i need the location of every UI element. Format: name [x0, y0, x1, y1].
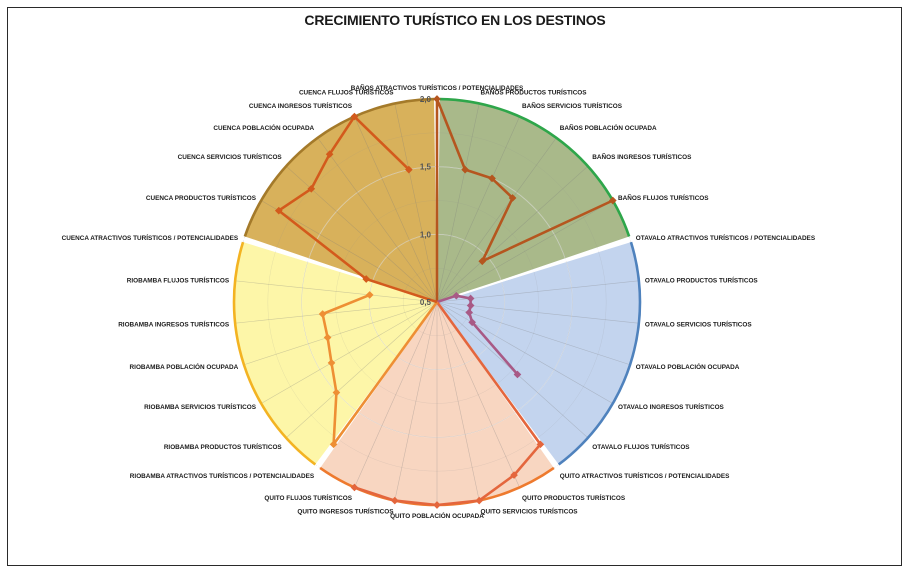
- data-point-cuenca-1: [362, 275, 371, 283]
- radial-spoke: [436, 301, 520, 488]
- axis-label: CUENCA SERVICIOS TURÍSTICOS: [178, 152, 283, 161]
- data-point-baños-4: [508, 194, 517, 202]
- axis-label: QUITO POBLACIÓN OCUPADA: [390, 511, 484, 520]
- data-point-riobamba-4: [323, 333, 332, 342]
- radial-spoke: [317, 137, 438, 303]
- axis-label: BAÑOS POBLACIÓN OCUPADA: [560, 123, 657, 132]
- axis-label: RIOBAMBA FLUJOS TURÍSTICOS: [127, 276, 230, 285]
- radial-spoke: [354, 301, 438, 488]
- axis-label: CUENCA POBLACIÓN OCUPADA: [213, 123, 314, 132]
- data-point-quito-1: [536, 440, 545, 449]
- data-point-quito-2: [510, 471, 518, 479]
- axis-label: BAÑOS FLUJOS TURÍSTICOS: [618, 193, 709, 202]
- radial-spoke: [436, 200, 613, 303]
- category-label-layer: BAÑOS ATRACTIVOS TURÍSTICOS / POTENCIALI…: [62, 83, 816, 520]
- data-point-baños-5: [478, 257, 487, 266]
- data-point-riobamba-6: [365, 291, 374, 299]
- axis-label: CUENCA PRODUCTOS TURÍSTICOS: [146, 193, 257, 202]
- axis-label: QUITO INGRESOS TURÍSTICOS: [297, 506, 394, 515]
- sector-border-baños: [439, 97, 631, 237]
- data-point-otavalo-6: [513, 370, 522, 379]
- radial-spoke: [261, 200, 438, 303]
- axis-label: OTAVALO SERVICIOS TURÍSTICOS: [645, 319, 752, 328]
- axis-label: RIOBAMBA INGRESOS TURÍSTICOS: [118, 319, 230, 328]
- axis-label: BAÑOS INGRESOS TURÍSTICOS: [592, 152, 692, 161]
- axis-label: OTAVALO INGRESOS TURÍSTICOS: [618, 402, 725, 411]
- radial-spoke: [394, 103, 438, 303]
- radial-spoke: [436, 137, 557, 303]
- sector-riobamba: [234, 242, 437, 465]
- axis-label: CUENCA FLUJOS TURÍSTICOS: [299, 88, 394, 97]
- sector-otavalo: [437, 242, 640, 465]
- grid-layer: [233, 96, 641, 506]
- axis-label: OTAVALO FLUJOS TURÍSTICOS: [592, 442, 690, 451]
- data-point-otavalo-5: [468, 318, 476, 327]
- radial-spoke: [235, 280, 438, 303]
- axis-label: QUITO PRODUCTOS TURÍSTICOS: [522, 493, 626, 502]
- axis-label: QUITO ATRACTIVOS TURÍSTICOS / POTENCIALI…: [560, 471, 730, 480]
- group-separator: [436, 237, 634, 304]
- radial-spoke: [261, 301, 438, 404]
- data-point-otavalo-3: [466, 301, 475, 310]
- data-point-baños-3: [488, 174, 496, 183]
- axis-label: RIOBAMBA SERVICIOS TURÍSTICOS: [144, 402, 257, 411]
- data-point-quito-6: [350, 483, 359, 492]
- data-point-otavalo-1: [452, 291, 461, 300]
- radial-spoke: [394, 301, 438, 501]
- data-point-otavalo-4: [465, 308, 474, 317]
- sector-border-cuenca: [243, 97, 435, 237]
- sector-border-riobamba: [232, 241, 317, 466]
- series-line-layer: [274, 95, 617, 509]
- radial-spoke: [436, 301, 613, 404]
- radial-spoke: [243, 301, 438, 366]
- axis-label: BAÑOS SERVICIOS TURÍSTICOS: [522, 101, 623, 110]
- data-point-baños-6: [608, 196, 617, 205]
- data-point-cuenca-6: [405, 165, 413, 174]
- sector-border-otavalo: [557, 241, 642, 466]
- data-point-riobamba-5: [318, 310, 327, 318]
- data-point-cuenca-5: [350, 112, 359, 121]
- radial-spoke: [436, 116, 520, 303]
- axis-label: OTAVALO POBLACIÓN OCUPADA: [636, 362, 740, 371]
- tick-label: 1,5: [420, 163, 432, 172]
- axis-label: BAÑOS PRODUCTOS TURÍSTICOS: [481, 88, 588, 97]
- tick-label: 0,5: [420, 298, 432, 307]
- radial-spoke: [436, 301, 480, 501]
- axis-label: RIOBAMBA ATRACTIVOS TURÍSTICOS / POTENCI…: [130, 471, 315, 480]
- data-point-quito-3: [475, 496, 484, 505]
- axis-label: CUENCA ATRACTIVOS TURÍSTICOS / POTENCIAL…: [62, 233, 239, 242]
- data-point-riobamba-2: [332, 388, 341, 397]
- sector-layer: [234, 99, 640, 506]
- data-point-quito-4: [433, 501, 441, 509]
- data-point-baños-2: [461, 165, 469, 174]
- tick-label: 1,0: [420, 230, 432, 239]
- sector-baños: [437, 99, 630, 302]
- data-point-cuenca-4: [325, 150, 334, 159]
- data-point-cuenca-3: [307, 184, 316, 193]
- tick-label: 2,0: [420, 95, 432, 104]
- tick-label-layer: 0,5 1,0 1,5 2,0: [420, 95, 432, 307]
- axis-label: BAÑOS ATRACTIVOS TURÍSTICOS / POTENCIALI…: [351, 83, 524, 92]
- sector-quito: [320, 302, 554, 506]
- chart-title: CRECIMIENTO TURÍSTICO EN LOS DESTINOS: [304, 12, 606, 28]
- data-point-baños-1: [433, 95, 441, 103]
- data-point-riobamba-3: [327, 359, 336, 367]
- axis-label: QUITO SERVICIOS TURÍSTICOS: [481, 506, 579, 515]
- data-point-riobamba-1: [329, 440, 338, 449]
- radial-spoke: [436, 103, 480, 303]
- axis-label: OTAVALO ATRACTIVOS TURÍSTICOS / POTENCIA…: [636, 233, 816, 242]
- radial-spoke: [235, 301, 438, 324]
- axis-label: OTAVALO PRODUCTOS TURÍSTICOS: [645, 276, 759, 285]
- data-point-quito-5: [390, 496, 399, 505]
- axis-label: RIOBAMBA PRODUCTOS TURÍSTICOS: [164, 442, 283, 451]
- axis-label: CUENCA INGRESOS TURÍSTICOS: [249, 101, 353, 110]
- radial-spoke: [354, 116, 438, 303]
- data-point-cuenca-2: [274, 206, 283, 215]
- radial-spoke: [285, 301, 438, 439]
- radial-spoke: [436, 165, 589, 303]
- axis-label: QUITO FLUJOS TURÍSTICOS: [264, 493, 352, 502]
- axis-label: RIOBAMBA POBLACIÓN OCUPADA: [130, 362, 239, 371]
